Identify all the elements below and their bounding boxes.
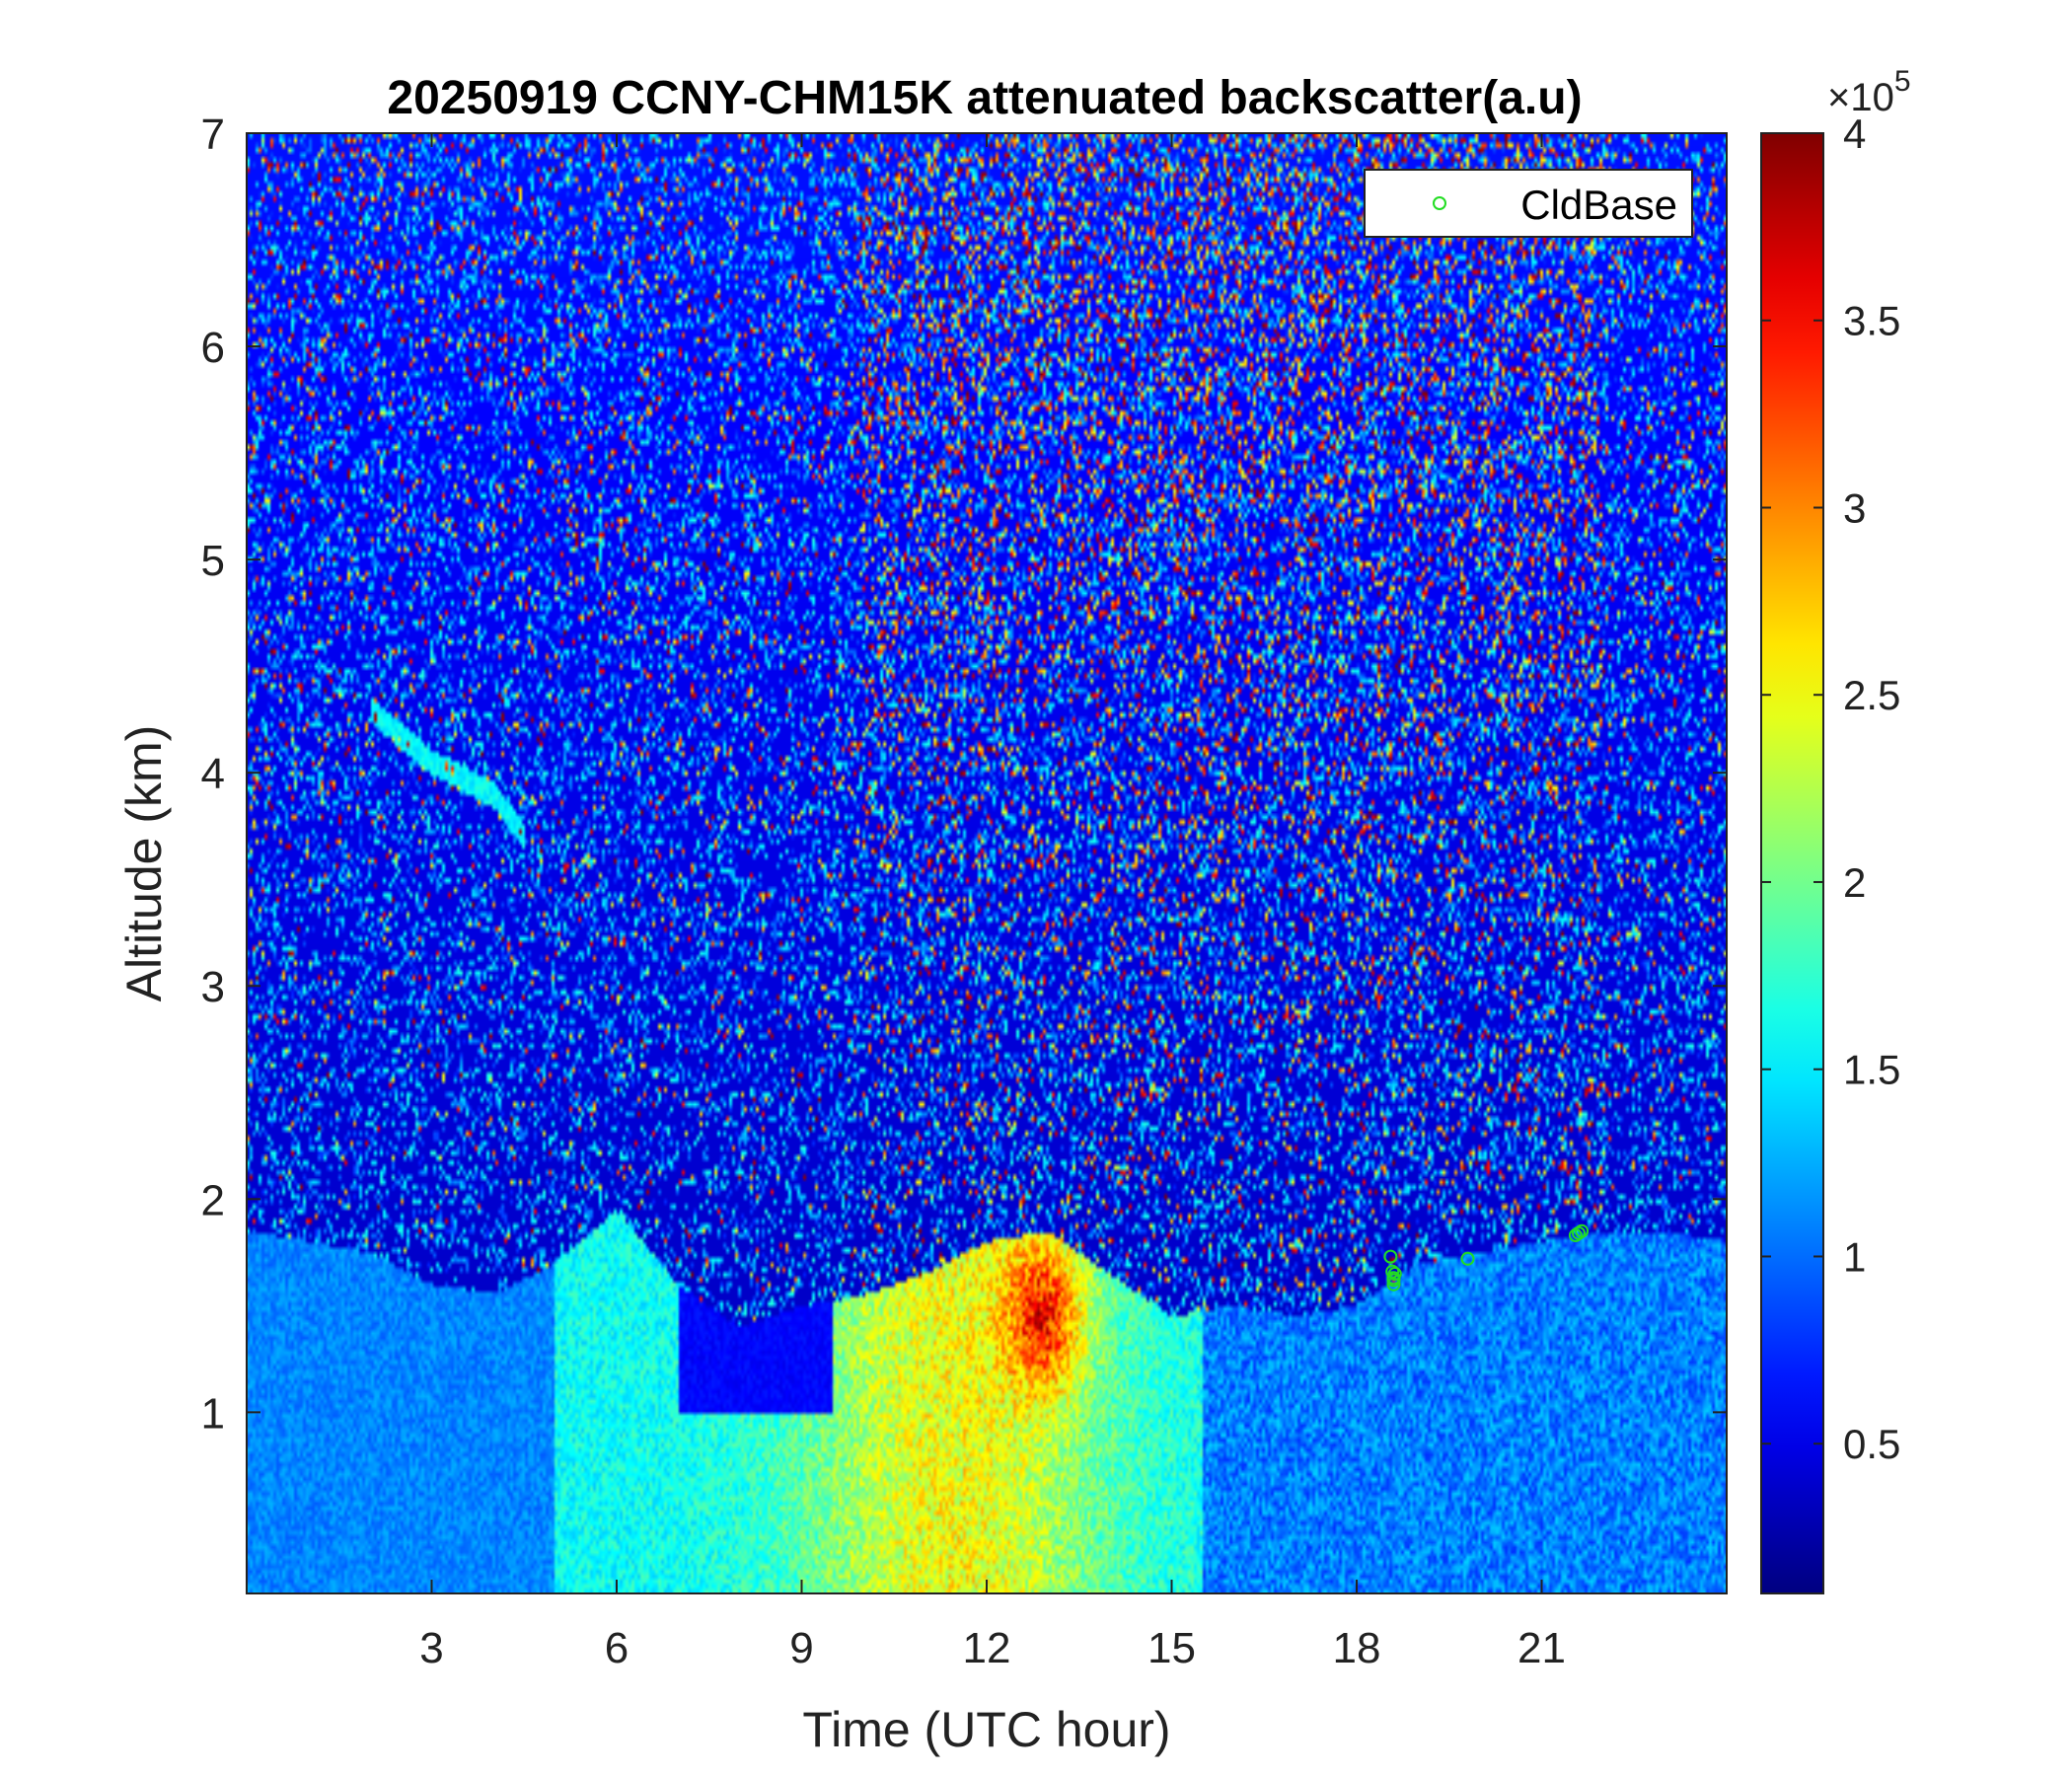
y-tick-label: 4 [201,750,225,798]
colorbar-tick-label: 4 [1843,111,1866,157]
x-tick-label: 21 [1517,1624,1566,1672]
colorbar-frame [1760,132,1824,1594]
colorbar-ticks: 0.5 1 1.5 2 2.5 3 3.5 4 [1761,111,1900,1467]
colorbar-gradient [1761,133,1823,1593]
colorbar-tick-label: 1 [1843,1233,1866,1280]
x-tick-label: 18 [1333,1624,1381,1672]
y-tick-label: 7 [201,111,225,159]
x-axis: 3 6 9 12 15 18 21 [419,133,1566,1672]
cloud-base-point [1460,1251,1475,1266]
plot-area [246,132,1728,1594]
x-tick-label: 6 [605,1624,629,1672]
colorbar-tick-label: 1.5 [1843,1047,1900,1093]
cloud-base-point [1385,1264,1400,1279]
colorbar-tick-label: 2 [1843,859,1866,906]
x-tick-label: 12 [963,1624,1011,1672]
cloud-base-point [1387,1266,1402,1281]
y-tick-label: 3 [201,963,225,1011]
colorbar-tick-label: 2.5 [1843,672,1900,718]
y-tick-label: 2 [201,1176,225,1224]
cloud-base-point [1575,1223,1590,1238]
legend-marker-cldbase [1433,196,1446,210]
heatmap-image [247,133,1727,1593]
x-axis-label: Time (UTC hour) [802,1702,1170,1757]
colorbar-tick-label: 3 [1843,484,1866,531]
colorbar-multiplier-exponent: 5 [1894,65,1911,98]
x-tick-label: 15 [1147,1624,1196,1672]
colorbar-multiplier: ×105 [1827,65,1911,119]
legend: CldBase [1364,169,1693,238]
x-tick-label: 9 [789,1624,813,1672]
y-tick-label: 5 [201,537,225,585]
y-tick-label: 6 [201,324,225,372]
colorbar-tick-label: 3.5 [1843,298,1900,344]
colorbar-multiplier-base: ×10 [1827,76,1894,119]
cloud-base-markers [1383,1223,1590,1292]
legend-box [1364,169,1693,238]
backscatter-heatmap [247,133,1727,1593]
legend-label-cldbase: CldBase [1520,182,1677,228]
x-tick-label: 3 [419,1624,443,1672]
cloud-base-point [1386,1277,1401,1292]
y-tick-label: 1 [201,1389,225,1438]
colorbar: 0.5 1 1.5 2 2.5 3 3.5 4 ×105 [1760,65,1911,1594]
cloud-base-point [1572,1225,1586,1240]
cloud-base-point [1386,1273,1401,1288]
y-axis-label: Altitude (km) [116,725,172,1002]
colorbar-tick-label: 0.5 [1843,1421,1900,1467]
y-axis: 1 2 3 4 5 6 7 [201,111,1727,1438]
chart-title: 20250919 CCNY-CHM15K attenuated backscat… [387,72,1582,124]
cloud-base-point [1383,1249,1398,1264]
